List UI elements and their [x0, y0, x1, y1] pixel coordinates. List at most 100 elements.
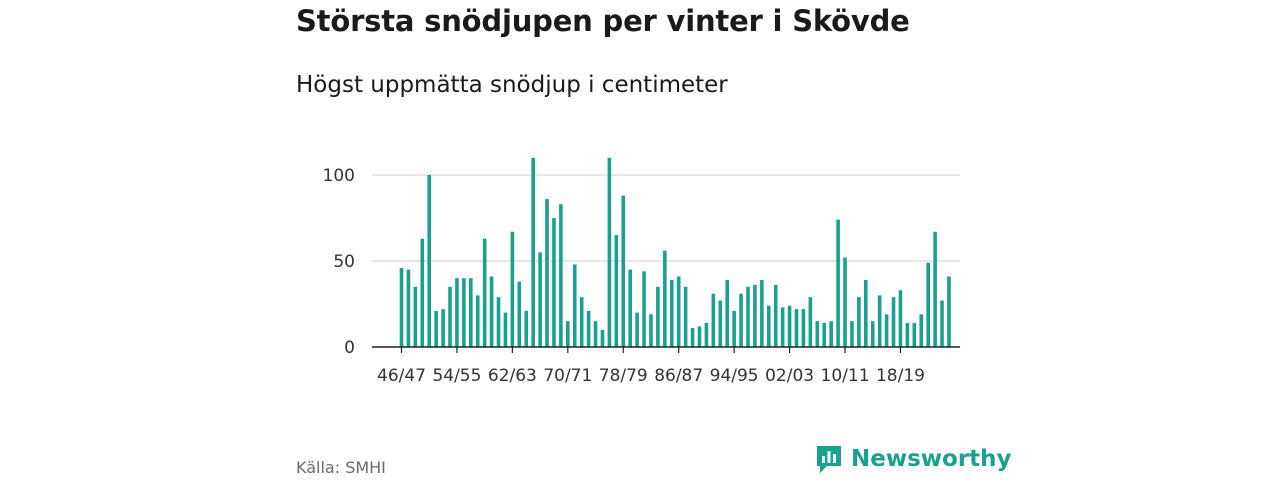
bar: [503, 312, 508, 347]
bar: [559, 204, 563, 347]
x-tick-label: 70/71: [543, 366, 592, 386]
bar: [420, 238, 425, 347]
bar: [683, 286, 688, 347]
bar: [669, 279, 674, 347]
bar: [413, 286, 418, 347]
bar: [427, 175, 432, 347]
newsworthy-logo-icon: [817, 446, 841, 473]
bar: [690, 328, 695, 347]
bar: [469, 278, 473, 347]
x-tick-label: 62/63: [488, 366, 537, 386]
bar: [455, 278, 459, 347]
bar: [926, 262, 930, 347]
bar: [822, 322, 827, 347]
bar: [836, 219, 840, 347]
bar: [607, 157, 612, 347]
bar: [760, 279, 764, 347]
bar: [441, 309, 445, 347]
y-axis-ticks: 0 50 100: [323, 166, 355, 358]
bar: [482, 238, 487, 347]
bar: [586, 310, 591, 347]
bar: [635, 312, 639, 347]
bar: [898, 290, 903, 347]
bar: [566, 321, 570, 347]
bar: [815, 321, 820, 347]
bar: [780, 307, 785, 347]
bar: [794, 309, 799, 347]
bar: [870, 321, 875, 347]
bar: [912, 322, 917, 347]
bar: [517, 281, 522, 347]
bar: [919, 314, 924, 347]
x-tick-label: 54/55: [432, 366, 481, 386]
bar: [829, 321, 833, 347]
bar: [579, 297, 584, 347]
bar: [524, 310, 529, 347]
x-axis-ticks: 46/47 54/55 62/63 70/71 78/79 86/87 94/95 02/03…: [377, 347, 925, 386]
bar: [656, 286, 660, 347]
y-tick-label: 0: [344, 338, 355, 358]
bar: [711, 293, 716, 347]
bar: [552, 218, 556, 347]
bar: [746, 286, 750, 347]
bar: [434, 310, 438, 347]
bar: [739, 293, 743, 347]
bar: [642, 271, 646, 347]
x-tick-label: 78/79: [599, 366, 648, 386]
brand-logo: Newsworthy: [815, 444, 1012, 474]
bar: [933, 231, 937, 347]
bar: [614, 235, 619, 347]
x-tick-label: 02/03: [765, 366, 814, 386]
bar: [766, 305, 771, 347]
brand-name: Newsworthy: [851, 446, 1012, 472]
bar: [801, 309, 806, 347]
bar: [753, 285, 757, 347]
x-tick-label: 86/87: [654, 366, 703, 386]
chart-title: Största snödjupen per vinter i Skövde: [296, 4, 910, 38]
bar: [545, 199, 549, 347]
bar-chart: 0 50 100 46/47 54/55 62/63 70/71 78/79 86/87 94/…: [323, 157, 960, 386]
bar: [773, 285, 778, 347]
y-tick-label: 50: [333, 252, 355, 272]
bar: [697, 326, 702, 347]
x-tick-label: 94/95: [710, 366, 759, 386]
bar: [496, 297, 501, 347]
bar: [406, 269, 411, 347]
bar: [884, 314, 889, 347]
bar: [940, 300, 944, 347]
bar: [475, 295, 480, 347]
bar: [399, 267, 404, 347]
bar: [621, 195, 626, 347]
bar: [593, 321, 598, 347]
x-tick-label: 46/47: [377, 366, 426, 386]
x-tick-label: 18/19: [876, 366, 925, 386]
bar: [947, 276, 951, 347]
bar: [448, 286, 452, 347]
bar: [628, 269, 632, 347]
bar: [600, 329, 605, 347]
bar: [864, 279, 868, 347]
bar: [905, 322, 910, 347]
bar: [718, 300, 723, 347]
grid-lines: [372, 174, 960, 262]
chart-subtitle: Högst uppmätta snödjup i centimeter: [296, 72, 728, 98]
bar: [663, 250, 667, 347]
bar: [843, 257, 847, 347]
source-note: Källa: SMHI: [296, 458, 386, 477]
x-tick-label: 10/11: [821, 366, 870, 386]
bar: [676, 276, 681, 347]
bar: [787, 305, 792, 347]
bar: [704, 322, 709, 347]
bars: [399, 157, 951, 347]
bar: [510, 231, 515, 347]
bar: [538, 252, 542, 347]
bar: [877, 295, 882, 347]
bar: [857, 297, 861, 347]
bar: [531, 157, 535, 347]
bar: [891, 297, 896, 347]
bar: [572, 264, 577, 347]
bar: [462, 278, 466, 347]
bar: [725, 279, 730, 347]
bar: [850, 321, 854, 347]
bar: [489, 276, 494, 347]
